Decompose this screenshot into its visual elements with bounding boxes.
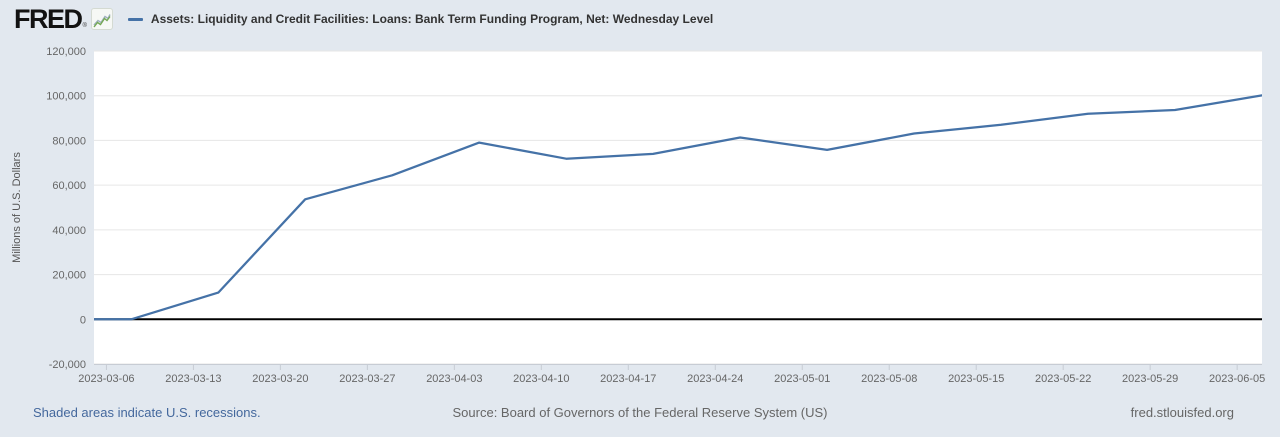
y-axis-tick-label: 0 [80,314,86,326]
x-axis-tick-label: 2023-05-08 [861,373,917,385]
x-axis-tick-label: 2023-03-27 [339,373,395,385]
y-axis-tick-label: 40,000 [52,225,86,237]
source-text: Source: Board of Governors of the Federa… [452,405,828,420]
y-axis-tick-label: 120,000 [46,46,86,58]
y-axis-tick-label: -20,000 [49,359,86,371]
x-axis-tick-label: 2023-03-20 [252,373,308,385]
x-axis-tick-label: 2023-05-01 [774,373,830,385]
x-axis-tick-label: 2023-04-24 [687,373,743,385]
x-axis-tick-label: 2023-03-13 [165,373,221,385]
series-title: Assets: Liquidity and Credit Facilities:… [150,12,714,26]
x-axis-tick-label: 2023-04-17 [600,373,656,385]
x-axis-tick-label: 2023-05-22 [1035,373,1091,385]
recessions-note-link[interactable]: Shaded areas indicate U.S. recessions. [33,405,261,420]
series-legend: Assets: Liquidity and Credit Facilities:… [127,12,714,26]
y-axis-tick-label: 80,000 [52,135,86,147]
y-axis-tick-label: 60,000 [52,180,86,192]
x-axis-tick-label: 2023-05-29 [1122,373,1178,385]
y-axis-tick-label: 20,000 [52,270,86,282]
fred-logo-text: FRED [14,4,83,34]
x-axis-tick-label: 2023-04-10 [513,373,569,385]
registered-trademark-icon: ® [82,23,87,29]
x-axis-tick-label: 2023-04-03 [426,373,482,385]
y-axis-title: Millions of U.S. Dollars [11,152,23,263]
y-axis-tick-label: 100,000 [46,91,86,103]
fred-logo-link[interactable]: FRED ® [14,4,113,34]
fred-site-link[interactable]: fred.stlouisfed.org [1130,405,1234,420]
series-line[interactable] [44,94,1262,321]
legend-line-swatch [127,17,143,21]
x-axis-tick-label: 2023-03-06 [78,373,134,385]
x-axis-tick-label: 2023-06-05 [1209,373,1265,385]
chart-footer: Shaded areas indicate U.S. recessions. S… [0,402,1280,424]
fred-sparkline-icon [90,8,113,30]
x-axis-tick-label: 2023-05-15 [948,373,1004,385]
chart-header: FRED ® Assets: Liquidity and Credit Faci… [0,0,1280,38]
plot-background[interactable] [94,51,1262,364]
